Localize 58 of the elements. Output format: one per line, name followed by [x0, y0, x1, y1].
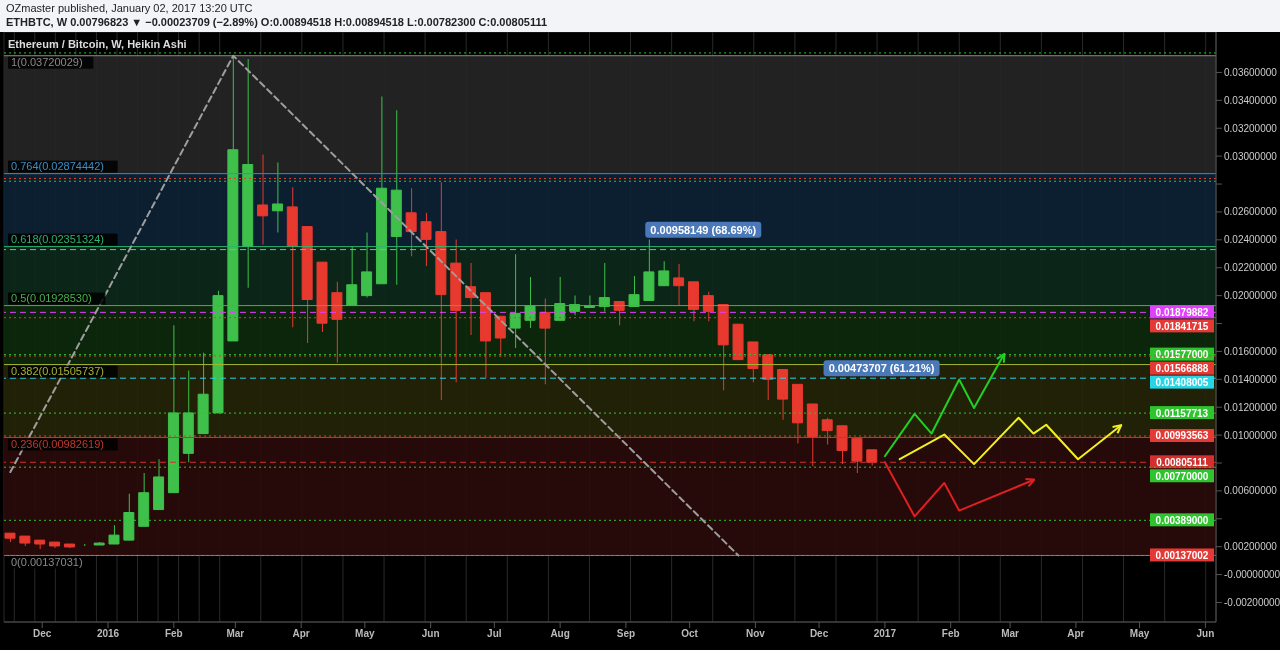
x-tick-label: Sep — [616, 628, 636, 640]
x-tick-label: Apr — [1067, 628, 1085, 640]
x-tick-label: Mar — [1001, 628, 1020, 640]
ref-line-label: 1(0.03720029) — [11, 56, 83, 69]
y-tick-label: 0.03600000 — [1224, 67, 1278, 78]
x-tick-label: Apr — [292, 628, 310, 640]
x-tick-label: Feb — [941, 628, 960, 640]
y-tick-label: -0.00000000 — [1224, 569, 1280, 581]
y-tick-label: 0.01200000 — [1224, 401, 1278, 413]
x-tick-label: Dec — [809, 628, 829, 640]
ref-line-label: 0.618(0.02351324) — [11, 233, 104, 246]
x-tick-label: Nov — [745, 628, 766, 640]
annotation: 0.00473707 (61.21%) — [828, 362, 935, 375]
ref-line-label: 0.382(0.01505737) — [11, 365, 104, 378]
ref-line-label: 0.01841715 — [1155, 320, 1209, 332]
text: OZmaster published, January 02, 2017 13:20 UTC — [6, 1, 254, 15]
x-tick-label: 2017 — [873, 628, 897, 640]
ref-line-label: 0.01408005 — [1155, 377, 1209, 389]
x-tick-label: Jul — [487, 628, 502, 640]
chart-subtitle: ETHBTC, W 0.00796823 ▼ −0.00023709 (−2.89%) O:0.00894518 H:0.00894518 L:0.00782300 C:0.00805111 — [6, 15, 549, 29]
x-tick-label: Jun — [421, 628, 440, 640]
x-tick-label: Dec — [33, 628, 52, 640]
ref-line-label: 0.5(0.01928530) — [11, 292, 92, 305]
text: Ethereum / Bitcoin, W, Heikin Ashi — [8, 38, 187, 50]
y-tick-label: 0.01000000 — [1224, 429, 1278, 441]
y-tick-label: 0.01600000 — [1224, 345, 1278, 357]
x-tick-label: Jun — [1196, 628, 1215, 640]
y-tick-label: 0.00600000 — [1224, 485, 1278, 497]
ref-line-label: 0.00770000 — [1155, 470, 1209, 482]
ref-line-label: 0.01577000 — [1155, 349, 1209, 361]
x-tick-label: Mar — [226, 628, 245, 640]
y-tick-label: 0.02000000 — [1224, 290, 1278, 302]
y-tick-label: 0.02600000 — [1224, 206, 1278, 218]
ref-line-label: 0.00805111 — [1156, 456, 1209, 468]
y-tick-label: -0.00200000 — [1224, 597, 1280, 609]
ref-line-label: 0.236(0.00982619) — [11, 438, 104, 451]
ref-line-label: 0(0.00137031) — [11, 555, 83, 568]
x-tick-label: Feb — [164, 628, 183, 640]
annotation: 0.00958149 (68.69%) — [650, 223, 757, 236]
ref-line-label: 0.00389000 — [1155, 514, 1209, 526]
ref-line-label: 0.00993563 — [1155, 430, 1209, 442]
y-tick-label: 0.03400000 — [1224, 94, 1278, 106]
ref-line-label: 0.00137002 — [1155, 549, 1209, 561]
y-tick-label: 0.02200000 — [1224, 262, 1278, 274]
y-tick-label: 0.00200000 — [1224, 541, 1278, 553]
x-tick-label: Aug — [550, 628, 570, 640]
ref-line-label: 0.01879882 — [1155, 306, 1209, 318]
ref-line-label: 0.01157713 — [1155, 407, 1209, 419]
y-tick-label: 0.02400000 — [1224, 234, 1278, 246]
x-tick-label: May — [355, 628, 376, 640]
y-tick-label: 0.03000000 — [1224, 150, 1278, 162]
y-tick-label: 0.03200000 — [1224, 122, 1278, 134]
y-tick-label: 0.01400000 — [1224, 373, 1278, 385]
x-tick-label: Oct — [681, 628, 699, 640]
ref-line-label: 0.764(0.02874442) — [11, 160, 104, 173]
x-tick-label: May — [1129, 628, 1150, 640]
ref-line-label: 0.01566888 — [1155, 363, 1209, 375]
x-tick-label: 2016 — [96, 628, 120, 640]
